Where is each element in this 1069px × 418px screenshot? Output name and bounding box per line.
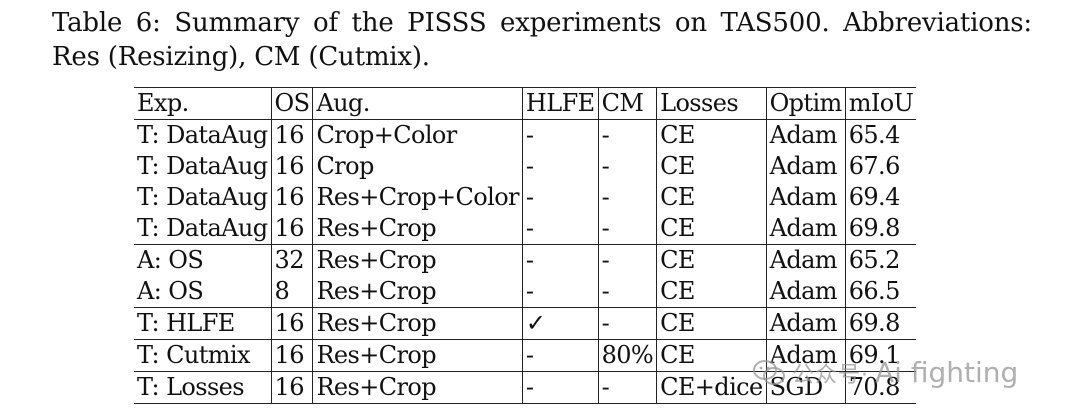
- cell-exp: T: Cutmix: [134, 340, 271, 372]
- cell-hlfe: -: [522, 372, 598, 404]
- header-losses: Losses: [657, 88, 766, 120]
- cell-aug: Crop+Color: [313, 120, 522, 152]
- cell-optim: Adam: [766, 182, 845, 213]
- table-row: T: DataAug 16 Res+Crop - - CE Adam 69.8: [134, 213, 916, 245]
- table-row: T: DataAug 16 Crop+Color - - CE Adam 65.4: [134, 120, 916, 152]
- cell-exp: T: DataAug: [134, 120, 271, 152]
- header-exp: Exp.: [134, 88, 271, 120]
- cell-hlfe: ✓: [522, 308, 598, 340]
- table-row: T: DataAug 16 Crop - - CE Adam 67.6: [134, 151, 916, 182]
- cell-os: 32: [271, 245, 313, 277]
- table-body: T: DataAug 16 Crop+Color - - CE Adam 65.4 T: Dat…: [134, 120, 916, 404]
- cell-exp: T: DataAug: [134, 151, 271, 182]
- cell-aug: Res+Crop: [313, 372, 522, 404]
- cell-aug: Res+Crop: [313, 276, 522, 308]
- cell-os: 16: [271, 182, 313, 213]
- header-hlfe: HLFE: [522, 88, 598, 120]
- cell-cm: -: [598, 372, 657, 404]
- cell-exp: T: Losses: [134, 372, 271, 404]
- cell-optim: Adam: [766, 120, 845, 152]
- cell-aug: Res+Crop+Color: [313, 182, 522, 213]
- cell-losses: CE: [657, 276, 766, 308]
- cell-cm: -: [598, 245, 657, 277]
- header-aug: Aug.: [313, 88, 522, 120]
- cell-optim: Adam: [766, 245, 845, 277]
- cell-aug: Res+Crop: [313, 245, 522, 277]
- cell-cm: -: [598, 182, 657, 213]
- cell-aug: Res+Crop: [313, 340, 522, 372]
- cell-cm: -: [598, 151, 657, 182]
- table-row: T: Losses 16 Res+Crop - - CE+dice SGD 70.8: [134, 372, 916, 404]
- cell-os: 16: [271, 151, 313, 182]
- cell-miou: 65.2: [845, 245, 916, 277]
- table-row: T: Cutmix 16 Res+Crop -80% CE Adam 69.1: [134, 340, 916, 372]
- header-optim: Optim: [766, 88, 845, 120]
- cell-exp: A: OS: [134, 245, 271, 277]
- table-row: T: HLFE 16 Res+Crop ✓ - CE Adam 69.8: [134, 308, 916, 340]
- cell-losses: CE: [657, 340, 766, 372]
- cell-miou: 70.8: [845, 372, 916, 404]
- cell-os: 16: [271, 372, 313, 404]
- cell-cm: -: [598, 276, 657, 308]
- cell-miou: 69.4: [845, 182, 916, 213]
- cell-hlfe: -: [522, 182, 598, 213]
- cell-os: 16: [271, 340, 313, 372]
- cell-optim: Adam: [766, 276, 845, 308]
- cell-cm: -: [598, 120, 657, 152]
- cell-optim: Adam: [766, 308, 845, 340]
- results-table: Exp. OS Aug. HLFE CM Losses Optim mIoU T…: [134, 87, 916, 404]
- cell-aug: Res+Crop: [313, 308, 522, 340]
- cell-optim: Adam: [766, 213, 845, 245]
- cell-miou: 69.8: [845, 308, 916, 340]
- cell-cm: -: [598, 213, 657, 245]
- cell-miou: 69.8: [845, 213, 916, 245]
- cell-hlfe: -: [522, 276, 598, 308]
- cell-losses: CE: [657, 182, 766, 213]
- cell-losses: CE: [657, 245, 766, 277]
- cell-cm: 80%: [598, 340, 657, 372]
- cell-losses: CE: [657, 308, 766, 340]
- cell-miou: 69.1: [845, 340, 916, 372]
- cell-miou: 66.5: [845, 276, 916, 308]
- table-row: T: DataAug 16 Res+Crop+Color - - CE Adam 69.4: [134, 182, 916, 213]
- cell-exp: T: DataAug: [134, 213, 271, 245]
- table-row: A: OS 8 Res+Crop - - CE Adam 66.5: [134, 276, 916, 308]
- cell-miou: 67.6: [845, 151, 916, 182]
- cell-os: 16: [271, 308, 313, 340]
- cell-cm: -: [598, 308, 657, 340]
- cell-os: 16: [271, 120, 313, 152]
- cell-aug: Crop: [313, 151, 522, 182]
- cell-hlfe: -: [522, 340, 598, 372]
- cell-hlfe: -: [522, 245, 598, 277]
- table-caption: Table 6: Summary of the PISSS experiment…: [52, 6, 1032, 74]
- cell-losses: CE: [657, 213, 766, 245]
- cell-os: 16: [271, 213, 313, 245]
- header-cm: CM: [598, 88, 657, 120]
- cell-optim: Adam: [766, 151, 845, 182]
- cell-optim: SGD: [766, 372, 845, 404]
- cell-os: 8: [271, 276, 313, 308]
- cell-losses: CE: [657, 151, 766, 182]
- cell-exp: T: DataAug: [134, 182, 271, 213]
- cell-hlfe: -: [522, 213, 598, 245]
- cell-optim: Adam: [766, 340, 845, 372]
- cell-exp: T: HLFE: [134, 308, 271, 340]
- table-header-row: Exp. OS Aug. HLFE CM Losses Optim mIoU: [134, 88, 916, 120]
- cell-exp: A: OS: [134, 276, 271, 308]
- results-table-container: Exp. OS Aug. HLFE CM Losses Optim mIoU T…: [134, 87, 916, 404]
- cell-hlfe: -: [522, 120, 598, 152]
- cell-losses: CE: [657, 120, 766, 152]
- table-row: A: OS 32 Res+Crop - - CE Adam 65.2: [134, 245, 916, 277]
- cell-losses: CE+dice: [657, 372, 766, 404]
- cell-hlfe: -: [522, 151, 598, 182]
- header-os: OS: [271, 88, 313, 120]
- cell-miou: 65.4: [845, 120, 916, 152]
- header-miou: mIoU: [845, 88, 916, 120]
- cell-aug: Res+Crop: [313, 213, 522, 245]
